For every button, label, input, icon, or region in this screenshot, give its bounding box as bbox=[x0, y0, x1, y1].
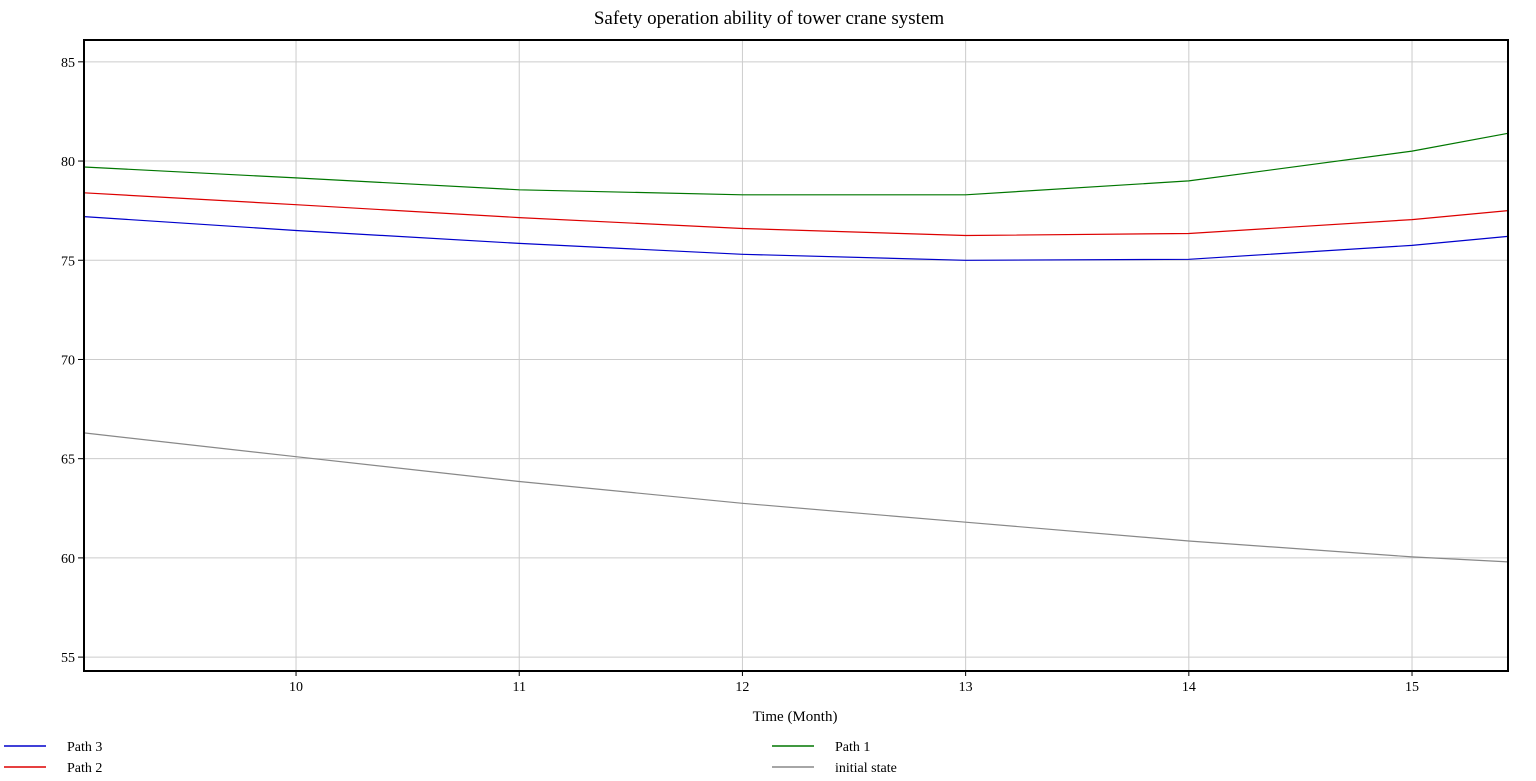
series-line-path-3 bbox=[83, 216, 1509, 261]
y-tick-label: 80 bbox=[61, 155, 75, 170]
legend-label-initial-state: initial state bbox=[835, 761, 897, 776]
legend-label-path-3: Path 3 bbox=[67, 740, 102, 755]
y-tick-label: 60 bbox=[61, 552, 75, 567]
gridlines bbox=[84, 40, 1508, 671]
x-tick-label: 11 bbox=[512, 680, 525, 695]
series-line-path-2 bbox=[83, 192, 1509, 237]
x-axis-label: Time (Month) bbox=[753, 709, 838, 725]
series-line-path-1 bbox=[83, 132, 1509, 196]
plot-area-frame bbox=[83, 39, 1509, 672]
y-axis-ticks: 55 60 65 70 75 80 85 bbox=[61, 56, 84, 666]
x-axis-ticks: 10 11 12 13 14 15 bbox=[289, 671, 1419, 695]
x-tick-label: 10 bbox=[289, 680, 303, 695]
x-tick-label: 13 bbox=[959, 680, 973, 695]
x-tick-label: 12 bbox=[735, 680, 749, 695]
x-tick-label: 14 bbox=[1182, 680, 1196, 695]
legend-label-path-1: Path 1 bbox=[835, 740, 870, 755]
y-tick-label: 85 bbox=[61, 56, 75, 71]
y-tick-label: 70 bbox=[61, 353, 75, 368]
y-tick-label: 65 bbox=[61, 453, 75, 468]
legend-label-path-2: Path 2 bbox=[67, 761, 102, 776]
chart-title: Safety operation ability of tower crane … bbox=[594, 8, 945, 29]
x-tick-label: 15 bbox=[1405, 680, 1419, 695]
y-tick-label: 75 bbox=[61, 254, 75, 269]
y-tick-label: 55 bbox=[61, 651, 75, 666]
series-lines bbox=[83, 132, 1509, 563]
legend: Path 3 Path 2 Path 1 initial state bbox=[4, 740, 897, 776]
series-line-initial-state bbox=[83, 432, 1509, 563]
